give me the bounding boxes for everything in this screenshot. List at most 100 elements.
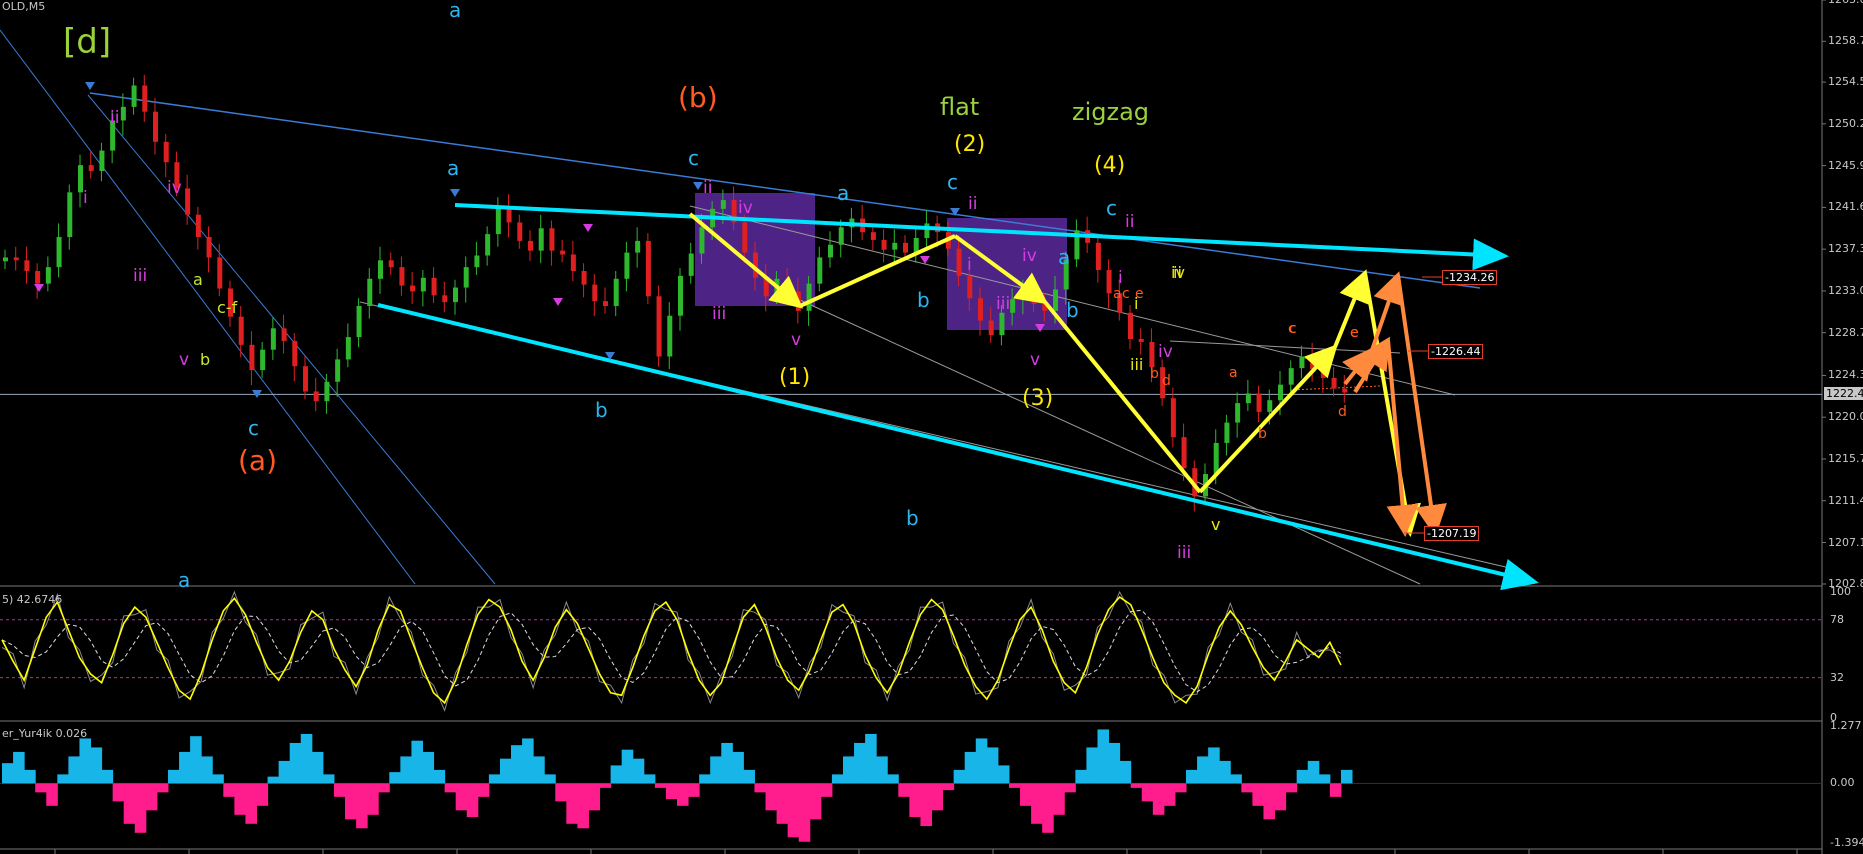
oscillator-bar [787,783,800,838]
oscillator-bar [1042,783,1054,833]
oscillator-bar [488,774,501,784]
candle-body [517,222,523,241]
candle-body [292,340,298,367]
candle-body [1010,299,1016,313]
candle-body [3,257,8,262]
candle-body [260,349,266,371]
oscillator-bar [964,751,977,784]
oscillator-bar [256,783,269,806]
candle-body [303,366,308,392]
wave-label: e [1350,325,1359,341]
candle-body [1235,403,1241,423]
wave-label: ii [1173,263,1182,282]
candle-body [474,255,480,268]
candle-body [485,234,491,256]
oscillator-bar [311,751,324,784]
candle-body [142,85,148,112]
wave-pointer-marker [450,189,460,197]
candle-body [892,242,898,250]
price-axis-tick: 1207.15 [1828,535,1863,549]
candle-body [67,192,73,238]
oscillator-axis-tick: 1.277 [1830,719,1862,732]
oscillator-bar [654,783,667,788]
candle-body [603,301,608,306]
oscillator-bar [1208,747,1220,784]
candle-body [228,288,233,317]
wave-pointer-marker [920,256,930,264]
candle-body [281,328,287,341]
oscillator-bar [511,745,523,784]
oscillator-bar [677,783,689,806]
candle-body [1128,312,1133,340]
candle-body [1020,293,1026,300]
wave-label: c [1289,321,1297,337]
candle-body [763,277,769,297]
candle-body [645,240,651,297]
wave-label: (1) [779,365,811,390]
oscillator-bar [1241,783,1253,793]
candle-body [24,260,30,272]
price-axis-tick: 1202.88 [1828,577,1863,590]
wave-label: b [595,398,608,422]
oscillator-bar [278,760,291,784]
wave-pointer-marker [252,390,262,398]
oscillator-bar [245,783,258,824]
candle-body [1160,367,1166,399]
oscillator-bar [444,783,457,793]
oscillator-bar [1053,783,1065,815]
oscillator-bar [333,783,346,797]
candle-body [420,277,426,292]
candle-body [1245,393,1251,404]
wave-label: iv [1171,263,1185,282]
wave-label: b [1258,426,1267,442]
oscillator-bar [389,772,401,784]
candle-body [785,278,791,292]
upper-trend-line [89,92,1481,289]
candle-body [1192,468,1198,497]
oscillator-bar [931,783,944,811]
oscillator-bar [721,742,733,784]
wave-label: ii [110,108,120,128]
candle-body [913,237,919,253]
oscillator-bar [1197,756,1209,784]
oscillator-bar [1064,783,1076,793]
candle-body [335,359,341,382]
candle-body [549,228,555,251]
oscillator-bar [1219,760,1231,784]
wave-label: zigzag [1072,98,1150,126]
wave-label: a [178,568,191,592]
wave-label: a [837,181,850,205]
oscillator-bar [1097,729,1110,784]
candle-body [1053,289,1058,311]
wave-label: c [947,170,958,194]
candle-body [624,252,630,279]
candle-body [1278,384,1283,401]
oscillator-bar [466,783,479,818]
oscillator-bar [887,774,899,784]
oscillator-bar [35,783,47,793]
oscillator-bar [632,758,645,784]
oscillator-bar [1174,783,1187,793]
wave-label: a [1113,286,1122,302]
oscillator-bar [876,756,888,784]
oscillator-bar [101,769,114,784]
candle-body [1213,442,1219,475]
candle-body [1299,356,1305,369]
wave-label: b [917,288,930,312]
wave-label: v [791,330,802,350]
candle-body [99,150,105,171]
oscillator-bar [865,733,877,784]
oscillator-bar [1230,774,1242,784]
candle-body [1320,369,1326,378]
wave-label: i [1134,294,1139,313]
wave-pointer-marker [553,298,563,306]
oscillator-bar [1075,769,1087,784]
oscillator-bar [898,783,910,797]
wave-label: iv [1158,342,1173,362]
candle-body [1342,388,1348,393]
candle-body [806,283,812,311]
candle-body [195,214,201,238]
oscillator-bar [367,783,379,815]
oscillator-bar [156,783,169,793]
